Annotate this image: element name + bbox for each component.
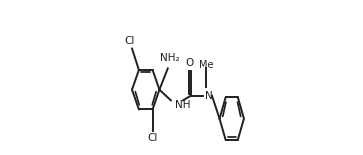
- Text: N: N: [205, 91, 213, 101]
- Text: Me: Me: [199, 60, 213, 70]
- Text: NH₂: NH₂: [159, 53, 179, 63]
- Text: Cl: Cl: [147, 133, 158, 143]
- Text: O: O: [185, 58, 193, 68]
- Text: NH: NH: [175, 100, 191, 110]
- Text: Cl: Cl: [124, 36, 135, 46]
